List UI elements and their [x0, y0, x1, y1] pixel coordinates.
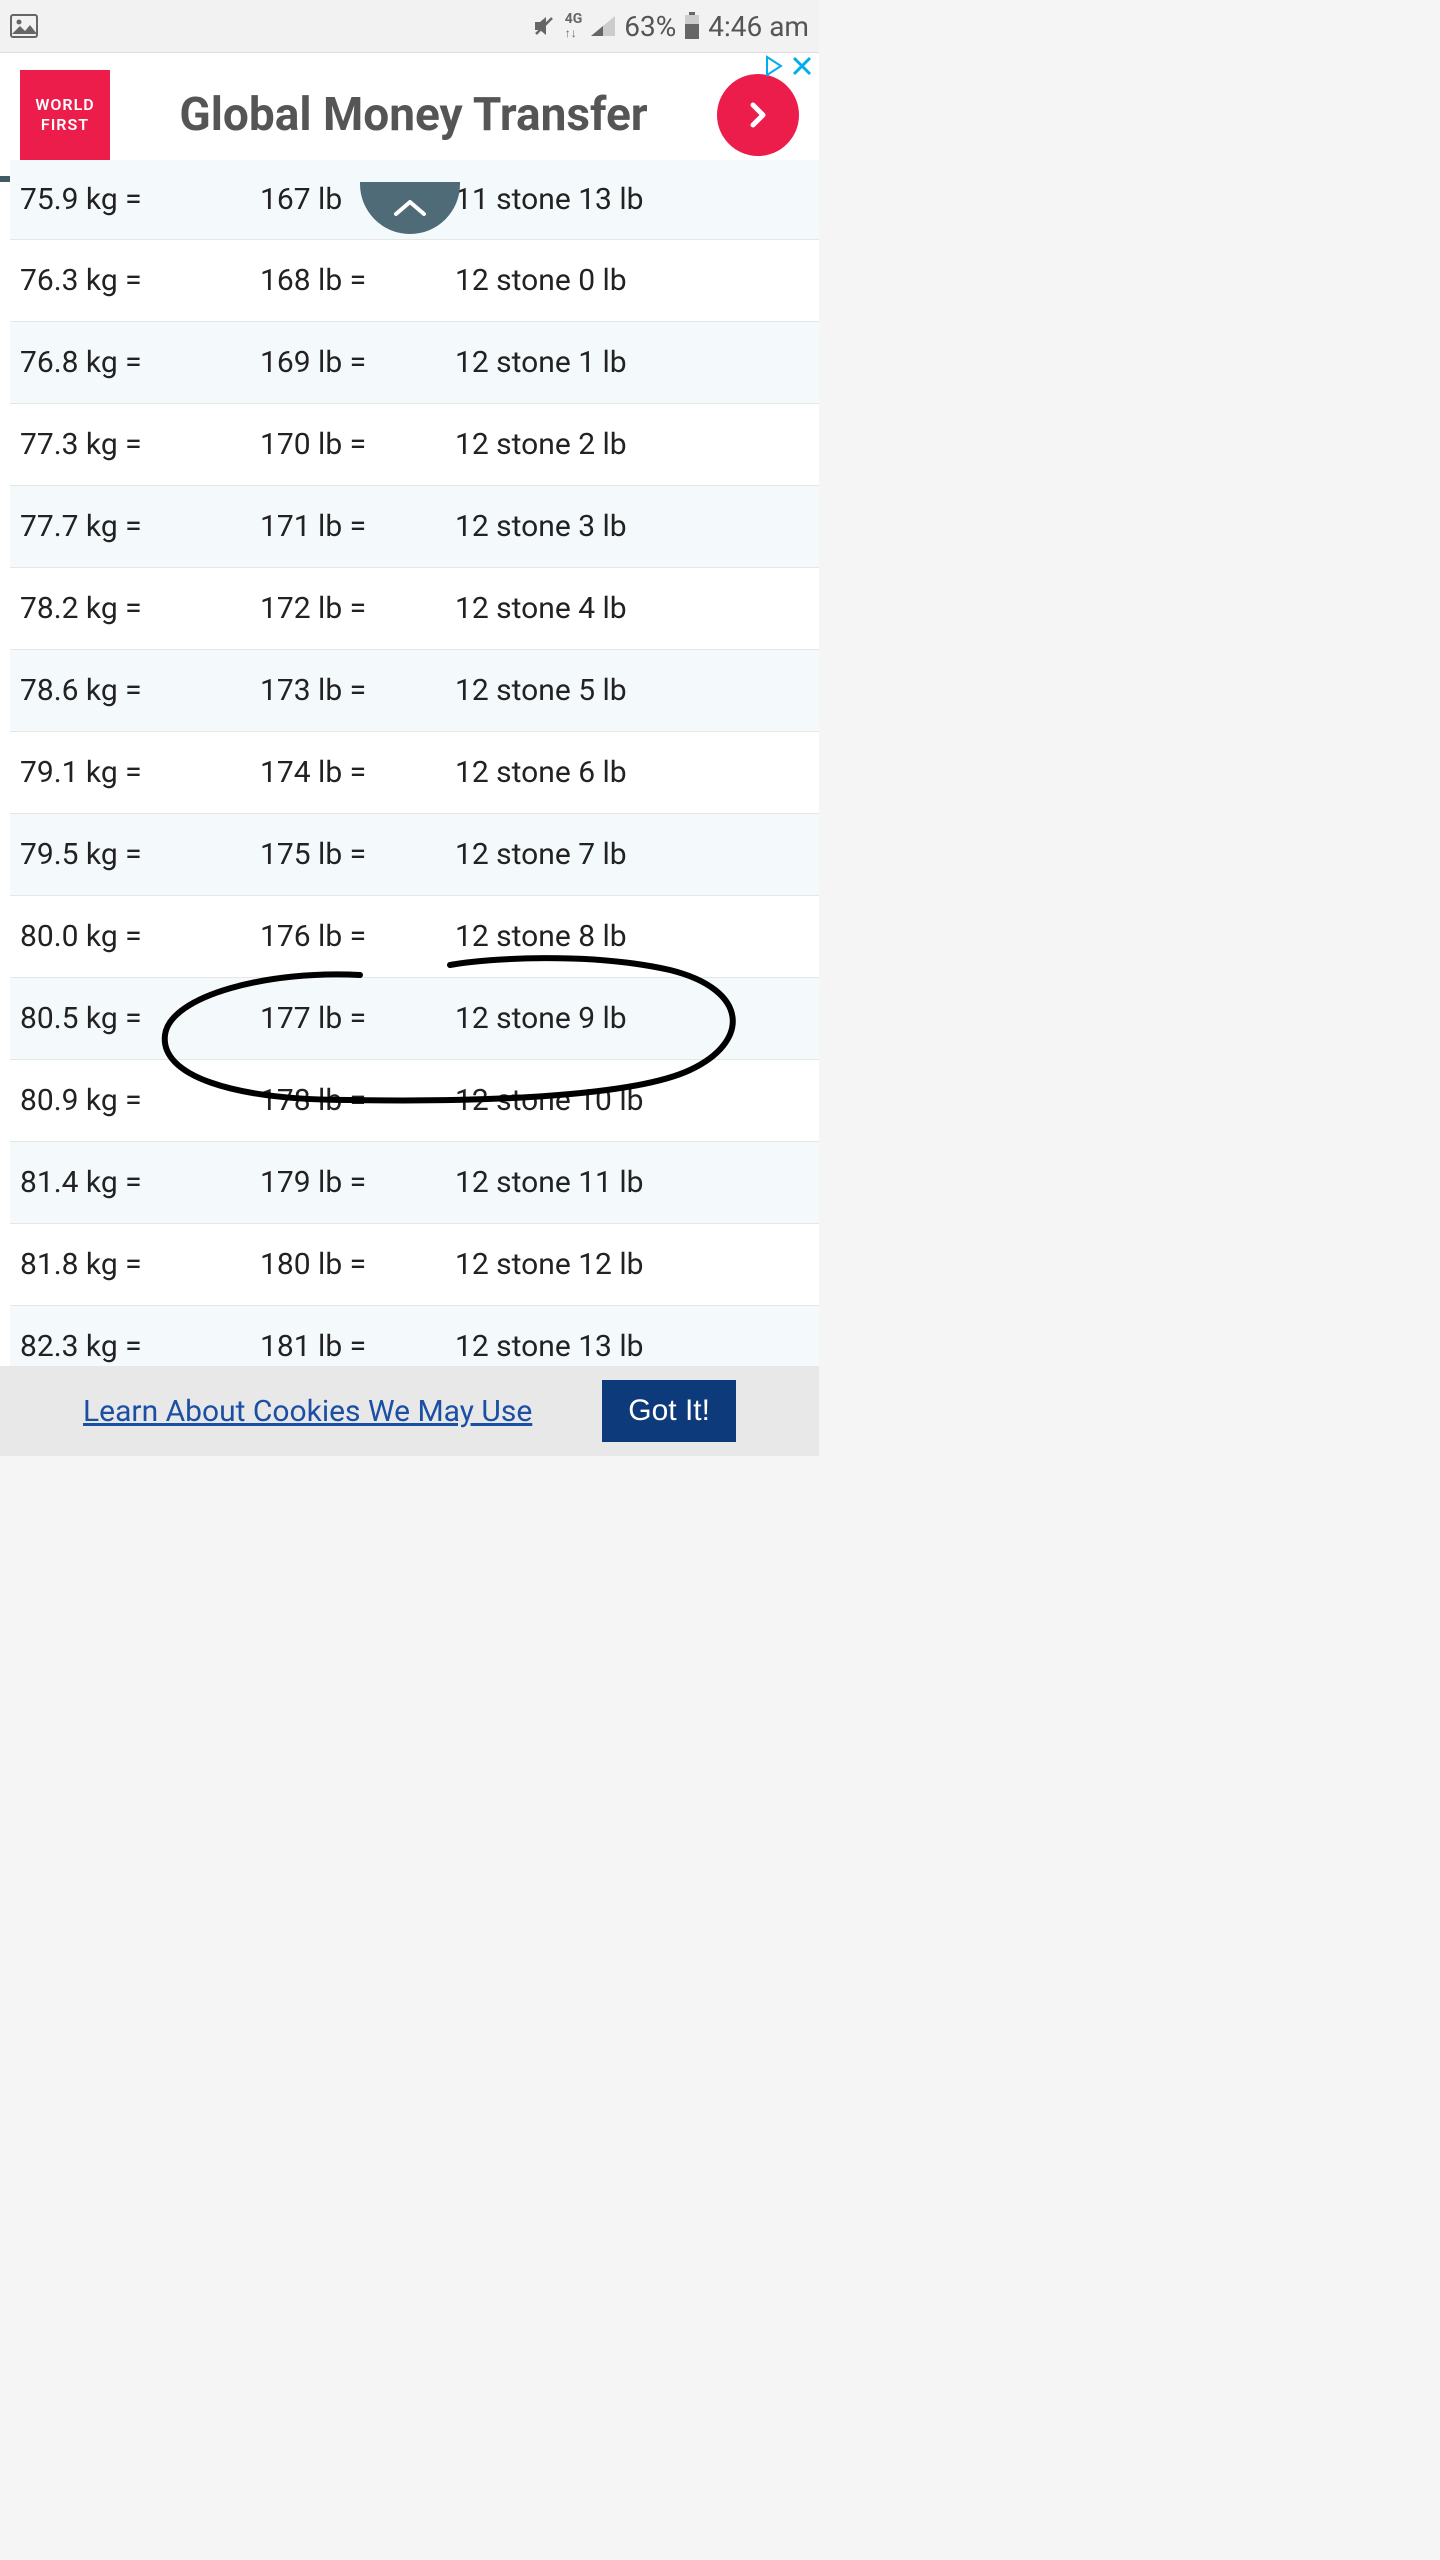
battery-icon	[684, 12, 700, 40]
cell-kg: 76.8 kg =	[10, 345, 260, 380]
cell-stone: 11 stone 13 lb	[455, 182, 819, 217]
signal-icon	[590, 15, 616, 37]
cell-lb: 176 lb =	[260, 919, 455, 954]
table-row: 77.7 kg =171 lb =12 stone 3 lb	[10, 486, 819, 568]
cell-kg: 76.3 kg =	[10, 263, 260, 298]
cell-lb: 169 lb =	[260, 345, 455, 380]
cell-stone: 12 stone 4 lb	[455, 591, 819, 626]
cell-stone: 12 stone 11 lb	[455, 1165, 819, 1200]
cell-stone: 12 stone 6 lb	[455, 755, 819, 790]
cell-kg: 79.5 kg =	[10, 837, 260, 872]
cell-stone: 12 stone 0 lb	[455, 263, 819, 298]
cell-lb: 179 lb =	[260, 1165, 455, 1200]
cell-lb: 173 lb =	[260, 673, 455, 708]
cell-lb: 168 lb =	[260, 263, 455, 298]
cell-stone: 12 stone 2 lb	[455, 427, 819, 462]
table-row: 80.0 kg =176 lb =12 stone 8 lb	[10, 896, 819, 978]
table-row: 79.1 kg =174 lb =12 stone 6 lb	[10, 732, 819, 814]
cell-lb: 174 lb =	[260, 755, 455, 790]
ad-close-icon[interactable]	[791, 55, 813, 77]
cell-lb: 177 lb =	[260, 1001, 455, 1036]
cell-lb: 178 lb =	[260, 1083, 455, 1118]
cell-stone: 12 stone 5 lb	[455, 673, 819, 708]
cell-kg: 80.9 kg =	[10, 1083, 260, 1118]
screenshot-icon	[10, 14, 38, 38]
table-row: 76.8 kg =169 lb =12 stone 1 lb	[10, 322, 819, 404]
cell-stone: 12 stone 13 lb	[455, 1329, 819, 1364]
mute-icon	[531, 13, 557, 39]
cell-stone: 12 stone 7 lb	[455, 837, 819, 872]
clock-time: 4:46 am	[708, 10, 809, 43]
status-bar: 4G↑↓ 63% 4:46 am	[0, 0, 819, 52]
cookie-bar: Learn About Cookies We May Use Got It!	[0, 1366, 819, 1456]
cell-kg: 77.3 kg =	[10, 427, 260, 462]
table-row: 81.4 kg =179 lb =12 stone 11 lb	[10, 1142, 819, 1224]
table-row: 79.5 kg =175 lb =12 stone 7 lb	[10, 814, 819, 896]
cell-kg: 75.9 kg =	[10, 182, 260, 217]
ad-arrow-button[interactable]	[717, 74, 799, 156]
table-row: 78.6 kg =173 lb =12 stone 5 lb	[10, 650, 819, 732]
table-row: 78.2 kg =172 lb =12 stone 4 lb	[10, 568, 819, 650]
adchoices-icon[interactable]	[763, 55, 785, 77]
table-row: 82.3 kg =181 lb =12 stone 13 lb	[10, 1306, 819, 1366]
cookie-accept-button[interactable]: Got It!	[602, 1380, 736, 1442]
ad-logo: WORLD FIRST	[20, 70, 110, 160]
cell-kg: 80.0 kg =	[10, 919, 260, 954]
cell-kg: 77.7 kg =	[10, 509, 260, 544]
cell-stone: 12 stone 9 lb	[455, 1001, 819, 1036]
cell-lb: 180 lb =	[260, 1247, 455, 1282]
ad-title: Global Money Transfer	[110, 88, 717, 142]
cell-stone: 12 stone 3 lb	[455, 509, 819, 544]
table-row: 80.9 kg =178 lb =12 stone 10 lb	[10, 1060, 819, 1142]
cell-stone: 12 stone 8 lb	[455, 919, 819, 954]
cell-lb: 175 lb =	[260, 837, 455, 872]
table-row: 80.5 kg =177 lb =12 stone 9 lb	[10, 978, 819, 1060]
cell-kg: 81.8 kg =	[10, 1247, 260, 1282]
table-row: 77.3 kg =170 lb =12 stone 2 lb	[10, 404, 819, 486]
cookie-learn-link[interactable]: Learn About Cookies We May Use	[83, 1394, 532, 1429]
table-row: 81.8 kg =180 lb =12 stone 12 lb	[10, 1224, 819, 1306]
cell-kg: 78.2 kg =	[10, 591, 260, 626]
cell-stone: 12 stone 10 lb	[455, 1083, 819, 1118]
battery-percent: 63%	[624, 10, 676, 43]
table-row: 76.3 kg =168 lb =12 stone 0 lb	[10, 240, 819, 322]
cell-lb: 172 lb =	[260, 591, 455, 626]
cell-lb: 181 lb =	[260, 1329, 455, 1364]
cell-lb: 170 lb =	[260, 427, 455, 462]
cell-stone: 12 stone 12 lb	[455, 1247, 819, 1282]
cell-kg: 80.5 kg =	[10, 1001, 260, 1036]
cell-lb: 171 lb =	[260, 509, 455, 544]
network-4g-icon: 4G↑↓	[565, 12, 583, 40]
cell-stone: 12 stone 1 lb	[455, 345, 819, 380]
cell-kg: 82.3 kg =	[10, 1329, 260, 1364]
cell-kg: 79.1 kg =	[10, 755, 260, 790]
cell-kg: 78.6 kg =	[10, 673, 260, 708]
cell-kg: 81.4 kg =	[10, 1165, 260, 1200]
conversion-table: 75.9 kg =167 lb11 stone 13 lb76.3 kg =16…	[10, 160, 819, 1366]
